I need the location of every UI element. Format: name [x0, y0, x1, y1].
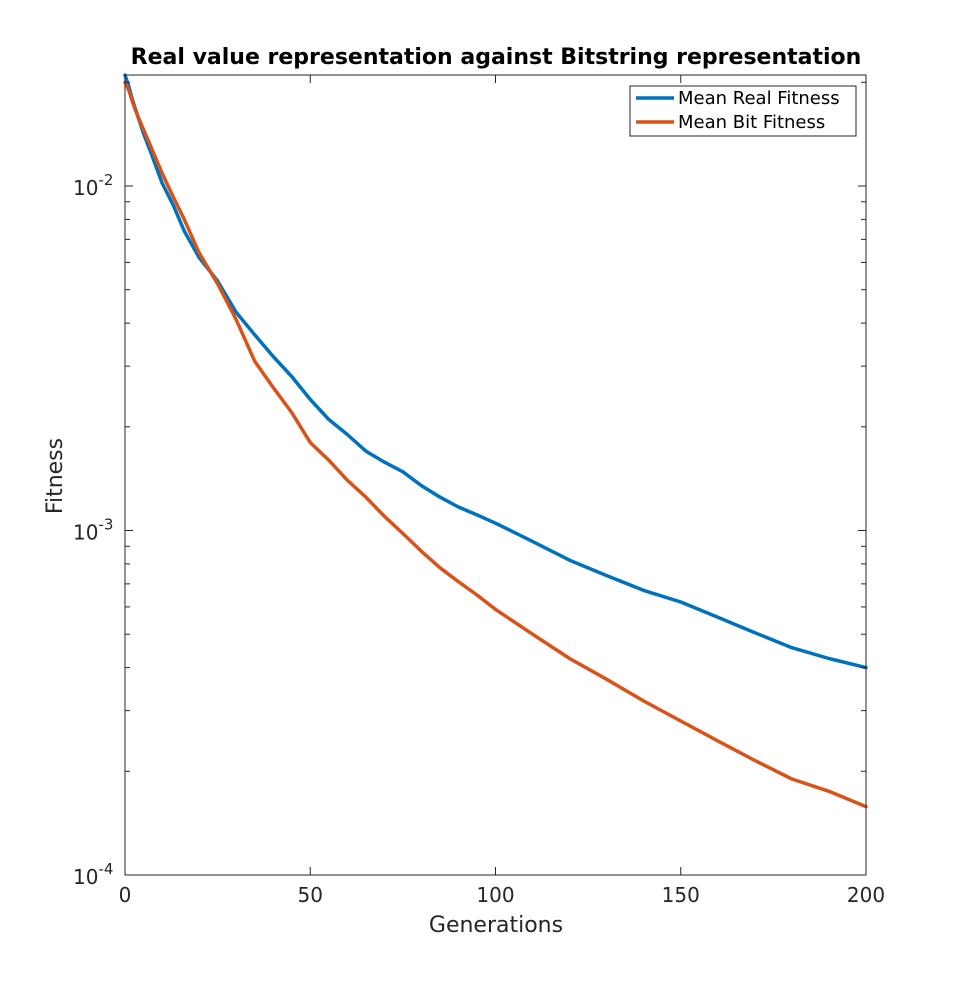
legend: Mean Real Fitness Mean Bit Fitness — [629, 85, 857, 137]
x-axis-title: Generations — [429, 913, 563, 938]
x-tick-label: 200 — [847, 883, 885, 907]
y-tick-base: 10 — [73, 521, 98, 545]
x-tick-label: 100 — [476, 883, 514, 907]
x-tick-label: 0 — [119, 883, 132, 907]
y-tick-exponent: -2 — [98, 171, 113, 189]
y-tick-exponent: -3 — [98, 516, 113, 534]
y-tick-label: 10-3 — [73, 516, 113, 545]
y-tick-base: 10 — [73, 865, 98, 889]
series-line-2 — [123, 80, 868, 809]
chart-title: Real value representation against Bitstr… — [131, 45, 862, 70]
x-tick-label: 50 — [298, 883, 323, 907]
legend-box — [629, 85, 857, 137]
series-layer — [123, 73, 868, 809]
y-tick-base: 10 — [73, 176, 98, 200]
y-axis-title: Fitness — [43, 438, 68, 514]
series-line-1 — [123, 73, 868, 670]
legend-label: Mean Bit Fitness — [678, 112, 825, 133]
y-tick-exponent: -4 — [98, 860, 113, 878]
y-tick-label: 10-4 — [73, 860, 113, 889]
x-tick-label: 150 — [662, 883, 700, 907]
legend-label: Mean Real Fitness — [678, 88, 840, 109]
y-tick-label: 10-2 — [73, 171, 113, 200]
